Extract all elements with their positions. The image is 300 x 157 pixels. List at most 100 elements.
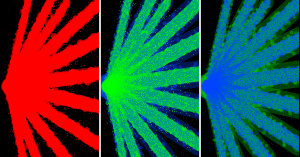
Point	[267, 76, 272, 78]
Point	[78, 78, 83, 80]
Point	[192, 10, 197, 12]
Point	[8, 92, 13, 94]
Point	[263, 36, 268, 38]
Point	[150, 85, 155, 87]
Point	[26, 137, 31, 140]
Point	[268, 97, 273, 99]
Point	[95, 38, 100, 40]
Point	[73, 101, 78, 103]
Point	[215, 80, 220, 82]
Point	[15, 52, 20, 55]
Point	[108, 91, 113, 94]
Point	[235, 85, 240, 88]
Point	[111, 75, 116, 78]
Point	[30, 83, 34, 86]
Point	[213, 90, 218, 92]
Point	[215, 97, 220, 99]
Point	[55, 78, 59, 81]
Point	[76, 25, 80, 27]
Point	[169, 75, 173, 78]
Point	[18, 140, 23, 142]
Point	[274, 48, 279, 50]
Point	[50, 140, 55, 143]
Point	[239, 81, 244, 83]
Point	[226, 64, 231, 67]
Point	[20, 143, 24, 146]
Point	[216, 95, 221, 98]
Point	[107, 87, 112, 89]
Point	[41, 51, 46, 53]
Point	[242, 35, 247, 38]
Point	[296, 36, 300, 39]
Point	[189, 78, 194, 80]
Point	[157, 33, 162, 35]
Point	[39, 16, 44, 19]
Point	[21, 75, 26, 77]
Point	[216, 93, 221, 95]
Point	[238, 71, 243, 73]
Point	[45, 49, 50, 52]
Point	[274, 16, 279, 18]
Point	[144, 113, 148, 115]
Point	[8, 86, 13, 88]
Point	[112, 111, 117, 114]
Point	[135, 93, 140, 95]
Point	[110, 60, 115, 62]
Point	[257, 13, 262, 15]
Point	[127, 113, 131, 116]
Point	[211, 115, 216, 118]
Point	[209, 90, 214, 92]
Point	[252, 79, 257, 81]
Point	[65, 156, 70, 157]
Point	[123, 133, 128, 135]
Point	[121, 56, 126, 58]
Point	[259, 30, 264, 32]
Point	[135, 107, 140, 110]
Point	[19, 136, 24, 138]
Point	[53, 144, 58, 147]
Point	[132, 80, 136, 83]
Point	[126, 134, 130, 137]
Point	[21, 22, 26, 25]
Point	[77, 133, 82, 135]
Point	[211, 79, 216, 81]
Point	[277, 20, 281, 22]
Point	[38, 18, 43, 21]
Point	[34, 92, 39, 95]
Point	[81, 100, 85, 102]
Point	[157, 154, 162, 156]
Point	[50, 63, 55, 65]
Point	[206, 103, 210, 106]
Point	[152, 143, 157, 145]
Point	[254, 115, 259, 118]
Point	[248, 80, 253, 82]
Point	[42, 12, 47, 15]
Point	[152, 110, 157, 113]
Point	[252, 117, 257, 120]
Point	[150, 81, 155, 83]
Point	[42, 52, 47, 55]
Point	[197, 106, 202, 109]
Point	[212, 71, 217, 73]
Point	[228, 140, 232, 142]
Point	[245, 48, 250, 50]
Point	[295, 40, 300, 43]
Point	[230, 137, 234, 140]
Point	[61, 146, 65, 149]
Point	[227, 60, 232, 63]
Point	[131, 102, 136, 105]
Point	[295, 98, 300, 100]
Point	[236, 70, 241, 72]
Point	[117, 78, 122, 81]
Point	[122, 20, 127, 22]
Point	[19, 87, 23, 89]
Point	[107, 90, 112, 93]
Point	[197, 3, 202, 5]
Point	[48, 94, 52, 96]
Point	[214, 102, 218, 105]
Point	[61, 18, 66, 20]
Point	[238, 81, 243, 83]
Point	[196, 0, 201, 1]
Point	[274, 104, 279, 106]
Point	[32, 121, 37, 124]
